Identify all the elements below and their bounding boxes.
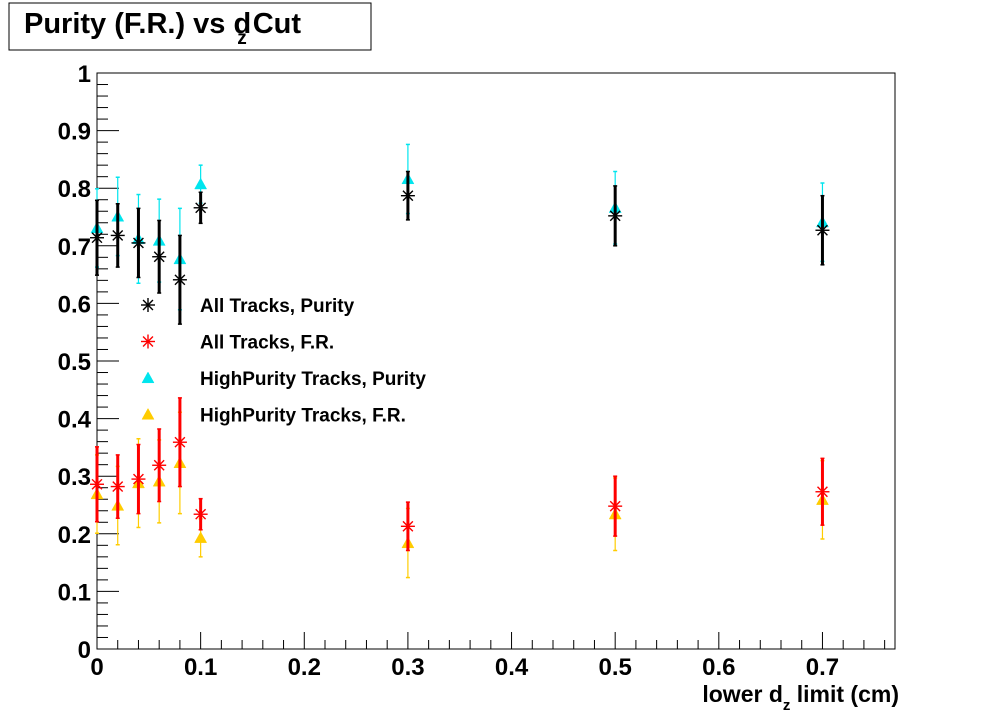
chart-title-suffix: Cut [253,8,302,40]
data-point [815,484,830,499]
legend-entry: HighPurity Tracks, F.R. [141,406,406,427]
data-point [172,435,187,450]
legend-marker [141,334,155,349]
data-point [172,272,187,287]
chart-title-main: Purity (F.R.) vs d [24,8,251,40]
star-stroke [402,190,414,202]
data-point [608,208,623,223]
x-axis-label-main: lower d [702,681,783,707]
star-stroke [609,500,621,512]
y-tick-label: 0.7 [58,234,91,261]
y-tick-label: 0.2 [58,522,91,549]
title-frame [8,2,372,51]
x-axis-label: lower dz limit (cm) [702,681,899,714]
data-point [90,477,104,492]
star-stroke [153,251,165,263]
y-axis: 0 0.1 0.2 0.3 0.4 0.5 0.6 0.7 0.8 0.9 1 [58,61,119,664]
data-point [152,458,167,473]
data-point [193,507,208,522]
y-tick-label: 0.1 [58,579,91,606]
data-point [400,519,415,534]
star-stroke [112,229,124,241]
star-stroke [174,436,186,448]
legend-marker [141,298,155,312]
star-stroke [402,520,414,532]
legend-label: HighPurity Tracks, Purity [200,369,426,390]
legend-entry: All Tracks, F.R. [141,333,334,354]
y-tick-label: 0 [78,637,91,664]
series-3 [90,411,829,579]
chart-title-subscript: z [237,28,247,49]
data-point [131,235,146,250]
data-point [400,188,415,203]
legend-marker [141,407,155,420]
y-tick-label: 0.4 [58,407,92,434]
x-tick-label: 0.3 [391,654,424,681]
star-stroke [112,481,124,493]
data-point [131,472,146,487]
x-axis-label-suffix: limit (cm) [790,681,899,707]
legend-entry: All Tracks, Purity [141,296,355,317]
star-stroke [174,274,186,286]
star-stroke [91,232,103,244]
star-stroke [817,224,828,236]
star-stroke [142,336,154,347]
data-point [193,200,208,215]
series-2 [90,143,829,311]
x-axis: 0 0.1 0.2 0.3 0.4 0.5 0.6 0.7 [90,632,886,681]
title-box: Purity (F.R.) vs dz Cut [8,2,372,51]
legend-label: All Tracks, F.R. [200,333,334,354]
x-tick-label: 0 [90,654,103,681]
legend: All Tracks, Purity All Tracks, F.R. HighPu… [141,296,426,427]
data-point [110,228,125,243]
plot-marks [90,143,830,579]
star-stroke [195,508,207,520]
series-0 [90,170,830,325]
data-point [110,479,125,494]
legend-label: HighPurity Tracks, F.R. [200,406,406,427]
legend-marker [141,371,155,384]
y-tick-label: 0.8 [58,176,91,203]
star-stroke [91,478,103,490]
x-tick-label: 0.6 [702,654,735,681]
x-tick-label: 0.7 [806,654,839,681]
star-stroke [195,202,207,214]
x-tick-label: 0.2 [288,654,321,681]
y-tick-label: 0.6 [58,291,91,318]
x-axis-label-subscript: z [783,697,791,714]
data-point [152,249,167,264]
star-stroke [142,299,154,311]
star-stroke [817,486,828,498]
series-1 [90,397,830,552]
star-stroke [133,237,144,249]
plot-frame [96,72,896,650]
y-tick-label: 0.3 [58,464,91,491]
legend-entry: HighPurity Tracks, Purity [141,369,426,390]
chart-title: Purity (F.R.) vs dz Cut [24,8,301,49]
x-tick-label: 0.4 [495,654,529,681]
legend-label: All Tracks, Purity [200,296,355,317]
y-tick-label: 0.5 [58,349,91,376]
y-tick-label: 1 [78,61,91,88]
data-point [194,531,208,543]
data-point [90,230,104,245]
star-stroke [153,459,165,471]
x-tick-label: 0.5 [598,654,631,681]
data-point [815,223,830,238]
star-stroke [133,473,144,485]
star-stroke [609,210,621,222]
x-tick-label: 0.1 [184,654,217,681]
data-point [194,177,208,190]
y-tick-label: 0.9 [58,119,91,146]
data-point [608,499,623,514]
